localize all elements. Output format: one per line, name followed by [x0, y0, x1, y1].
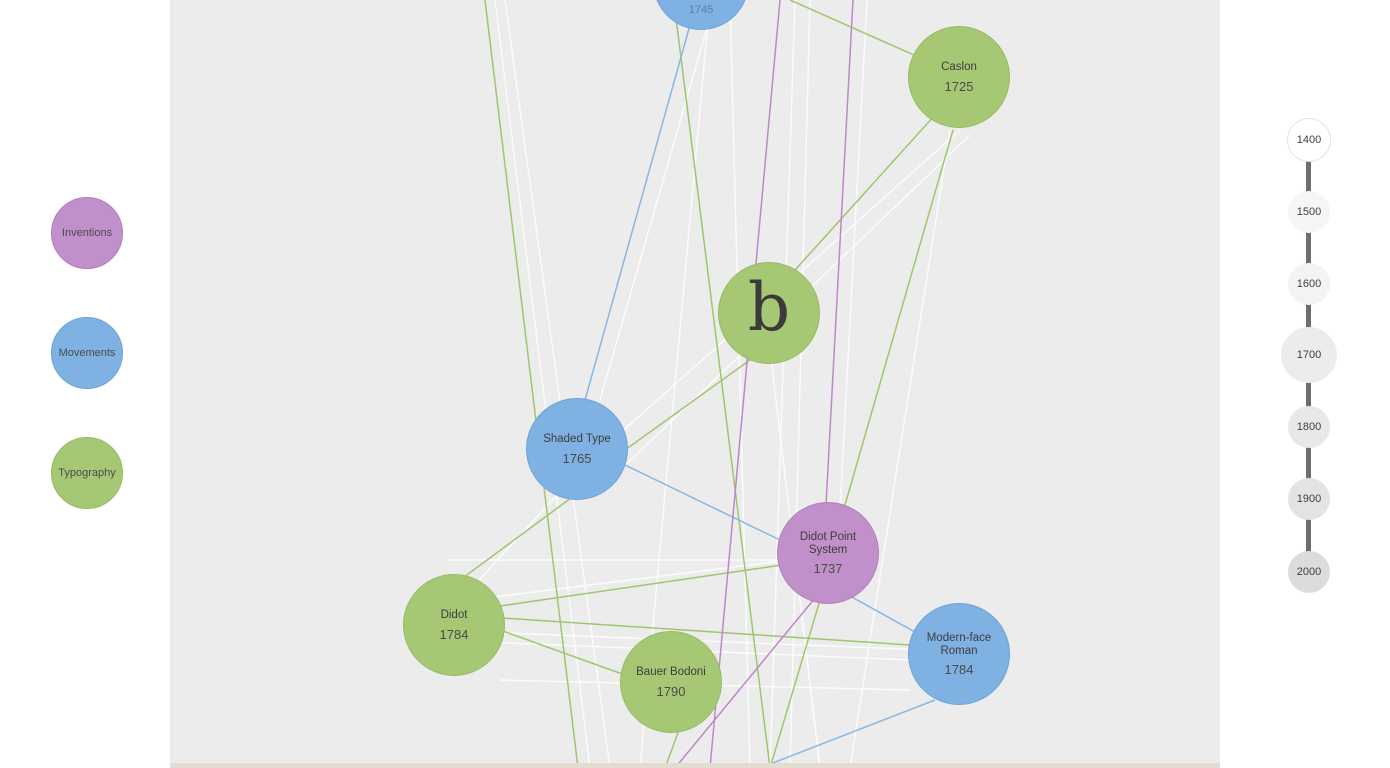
node-didot[interactable]: Didot 1784: [403, 574, 522, 693]
timeline-1500-label: 1500: [1296, 206, 1322, 218]
timeline-2000-label: 2000: [1296, 566, 1322, 578]
node-bauer-bodoni[interactable]: Bauer Bodoni 1790: [620, 631, 739, 750]
graph-canvas[interactable]: 1745 Caslon 1725 b Shaded Type 1765 Dido…: [170, 0, 1220, 768]
node-top-partial-year: 1745: [688, 4, 714, 16]
node-didot-year: 1784: [439, 626, 469, 642]
canvas-ground-strip: [170, 763, 1220, 768]
node-bauer-bodoni-year: 1790: [656, 683, 686, 699]
node-caslon-name: Caslon: [941, 60, 977, 73]
timeline-1400[interactable]: 1400: [1287, 118, 1331, 162]
legend-movements[interactable]: Movements: [51, 317, 123, 389]
node-shaded-type-year: 1765: [562, 450, 592, 466]
node-modern-face-roman-year: 1784: [944, 661, 974, 677]
legend-typography-label: Typography: [58, 467, 116, 479]
timeline-1800[interactable]: 1800: [1288, 406, 1330, 448]
node-didot-point-system-year: 1737: [813, 560, 843, 576]
node-caslon-year: 1725: [944, 78, 974, 94]
b-glyph-icon: b: [747, 269, 791, 346]
timeline-1900-label: 1900: [1296, 493, 1322, 505]
node-b-glyph[interactable]: b: [718, 262, 837, 381]
legend-inventions-label: Inventions: [61, 227, 113, 239]
timeline-1900[interactable]: 1900: [1288, 478, 1330, 520]
node-didot-point-system[interactable]: Didot Point System 1737: [777, 502, 896, 621]
timeline-1800-label: 1800: [1296, 421, 1322, 433]
timeline-1700-label: 1700: [1296, 349, 1322, 361]
legend-typography[interactable]: Typography: [51, 437, 123, 509]
legend-inventions[interactable]: Inventions: [51, 197, 123, 269]
node-modern-face-roman-name: Modern-face Roman: [926, 631, 992, 657]
node-didot-point-system-name: Didot Point System: [799, 530, 857, 556]
timeline-1700[interactable]: 1700: [1281, 327, 1337, 383]
legend-movements-label: Movements: [58, 347, 116, 359]
node-shaded-type-name: Shaded Type: [543, 432, 611, 445]
timeline-1600[interactable]: 1600: [1288, 263, 1330, 305]
timeline-2000[interactable]: 2000: [1288, 551, 1330, 593]
node-bauer-bodoni-name: Bauer Bodoni: [636, 665, 706, 678]
timeline-1600-label: 1600: [1296, 278, 1322, 290]
node-caslon[interactable]: Caslon 1725: [908, 26, 1029, 145]
node-modern-face-roman[interactable]: Modern-face Roman 1784: [908, 603, 1027, 722]
node-shaded-type[interactable]: Shaded Type 1765: [526, 398, 645, 517]
timeline-1400-label: 1400: [1296, 134, 1322, 146]
node-didot-name: Didot: [440, 608, 468, 621]
timeline-1500[interactable]: 1500: [1288, 191, 1330, 233]
